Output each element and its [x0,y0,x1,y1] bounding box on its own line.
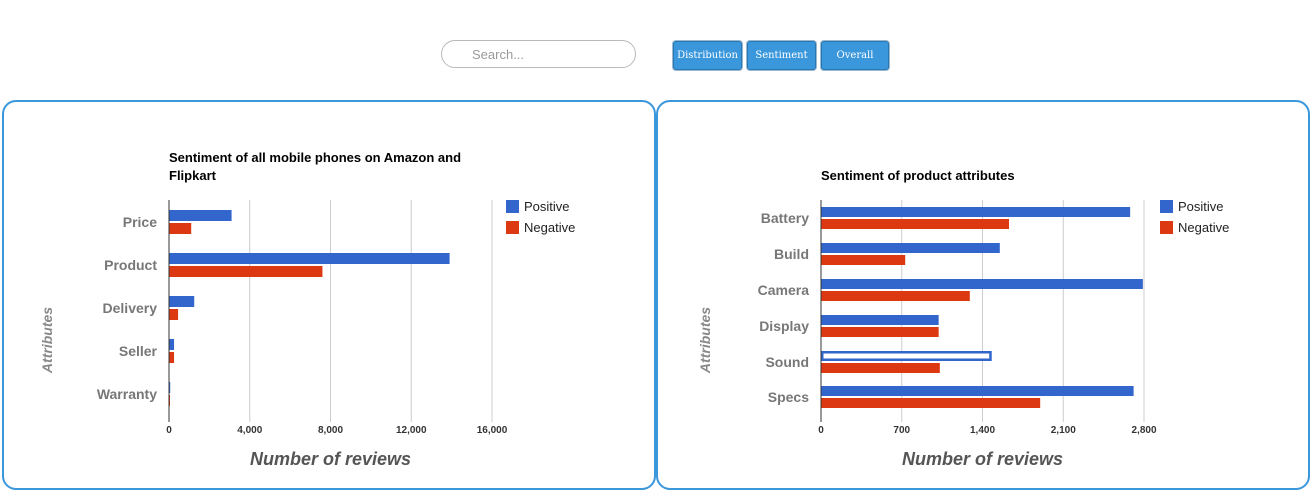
x-tick-label: 2,800 [1131,425,1156,436]
chart-overall-sentiment: Sentiment of all mobile phones on Amazon… [39,150,575,469]
legend-label: Negative [524,220,575,235]
bar-positive [169,296,195,307]
bar-negative [821,219,1010,229]
legend-label: Positive [524,199,570,214]
tab-distribution[interactable]: Distribution [673,41,742,70]
chart-attribute-sentiment: Sentiment of product attributes Battery Bu… [697,168,1229,469]
tab-overall[interactable]: Overall [821,41,889,70]
bar-positive [169,253,450,264]
tab-sentiment[interactable]: Sentiment [747,41,816,70]
x-tick-label: 1,400 [970,425,995,436]
bar-negative [821,363,940,373]
legend-swatch [1160,200,1173,213]
legend-label: Negative [1178,220,1229,235]
search-input[interactable] [441,40,636,68]
bar-negative [821,291,970,301]
bar-positive [821,279,1143,289]
x-tick-label: 16,000 [477,425,508,436]
legend-swatch [1160,221,1173,234]
bar-positive [169,339,175,350]
bar-negative [169,266,323,277]
x-axis-title: Number of reviews [902,449,1063,469]
category-label: Battery [761,210,809,226]
legend-label: Positive [1178,199,1224,214]
x-tick-label: 2,100 [1051,425,1076,436]
x-axis-title: Number of reviews [250,449,411,469]
bar-negative [169,309,179,320]
chart-title: Sentiment of product attributes [821,168,1015,183]
x-tick-label: 0 [166,425,172,436]
category-label: Product [104,257,157,273]
y-axis-title: Attributes [697,307,713,374]
chart-panel-attributes: Sentiment of product attributes Battery Bu… [656,100,1310,490]
x-tick-label: 0 [818,425,824,436]
bar-negative [169,395,171,406]
category-label: Specs [768,389,809,405]
category-label: Sound [765,354,809,370]
y-axis-title: Attributes [39,307,55,374]
category-label: Delivery [103,300,158,316]
category-label: Warranty [97,386,157,402]
category-label: Build [774,246,809,262]
category-label: Price [123,214,157,230]
bar-negative [821,255,906,265]
chart-panel-overall: Sentiment of all mobile phones on Amazon… [2,100,656,490]
legend-swatch [506,200,519,213]
category-label: Seller [119,343,158,359]
chart-title: Flipkart [169,168,217,183]
bar-negative [821,398,1041,408]
bar-positive [821,243,1000,253]
x-tick-label: 8,000 [318,425,343,436]
bar-positive [169,210,232,221]
category-label: Camera [758,282,810,298]
chart-title: Sentiment of all mobile phones on Amazon… [169,150,461,165]
bar-negative [821,327,939,337]
x-tick-label: 700 [893,425,910,436]
category-label: Display [759,318,809,334]
bar-positive [821,315,939,325]
bar-positive [821,207,1131,217]
x-tick-label: 4,000 [237,425,262,436]
bar-highlight [822,352,991,360]
bar-positive [169,382,171,393]
bar-negative [169,352,175,363]
x-tick-label: 12,000 [396,425,427,436]
bar-negative [169,223,192,234]
legend-swatch [506,221,519,234]
bar-positive [821,386,1134,396]
